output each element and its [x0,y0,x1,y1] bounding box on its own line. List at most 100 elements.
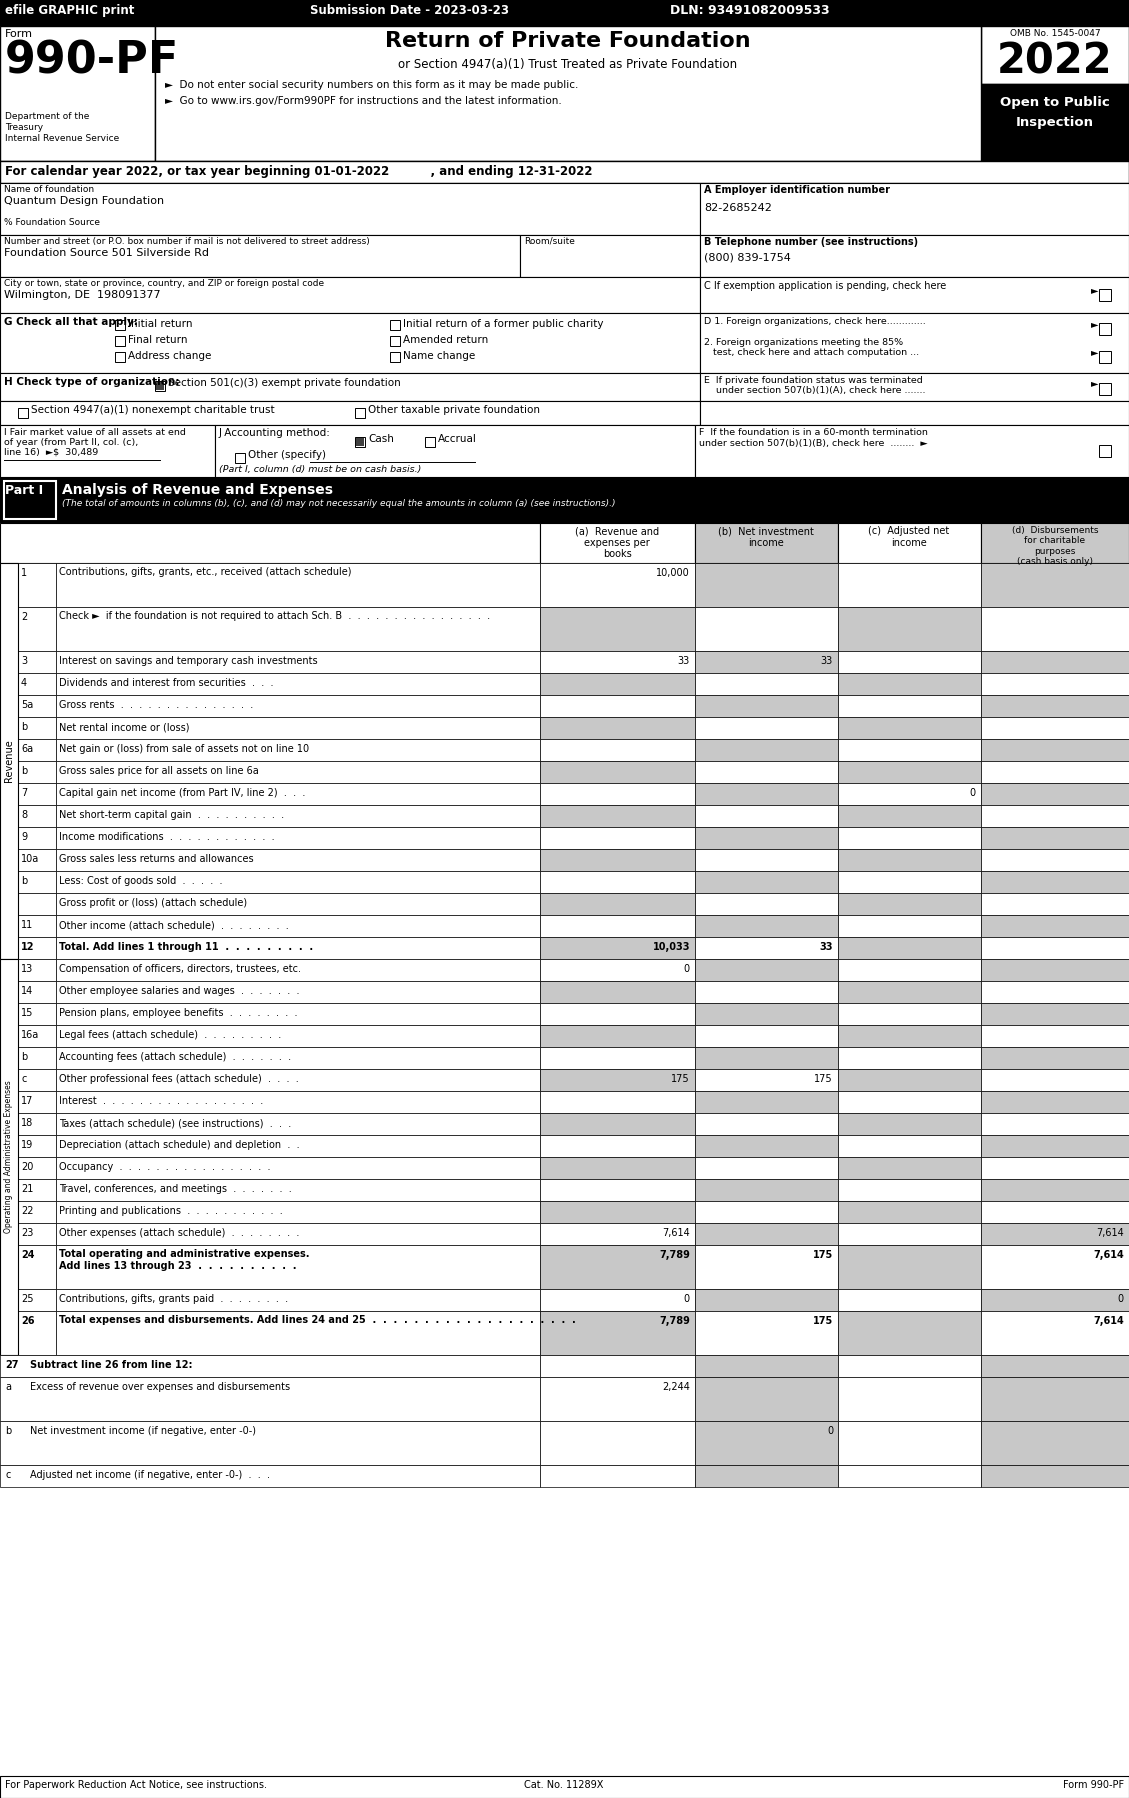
Bar [981,1420,1129,1465]
Bar [695,1046,838,1070]
Text: 27: 27 [5,1359,18,1370]
Text: Submission Date - 2023-03-23: Submission Date - 2023-03-23 [310,4,509,16]
Bar [540,672,695,696]
Bar [18,1070,56,1091]
Bar [838,827,981,849]
Text: Subtract line 26 from line 12:: Subtract line 26 from line 12: [30,1359,193,1370]
Bar [56,1289,540,1311]
Bar [18,672,56,696]
Bar [18,739,56,761]
Bar [540,915,695,937]
Bar [56,1179,540,1201]
Bar [695,1289,838,1311]
Bar [540,806,695,827]
Text: b: b [21,876,27,886]
Bar [981,1025,1129,1046]
Text: a: a [5,1383,11,1392]
Text: 175: 175 [814,1073,833,1084]
Bar [1099,351,1111,363]
Bar [981,1356,1129,1377]
Bar [56,696,540,717]
Bar [540,1420,695,1465]
Bar [838,982,981,1003]
Text: Address change: Address change [128,351,211,361]
Bar [18,1289,56,1311]
Bar [0,277,700,313]
Text: 33: 33 [821,656,833,665]
Text: Dividends and interest from securities  .  .  .: Dividends and interest from securities .… [59,678,273,689]
Text: (a)  Revenue and
expenses per
books: (a) Revenue and expenses per books [575,527,659,559]
Bar [838,1113,981,1135]
Bar [838,937,981,958]
Bar [695,523,838,563]
Bar [981,1135,1129,1156]
Text: b: b [5,1426,11,1437]
Text: b: b [21,723,27,732]
Text: Pension plans, employee benefits  .  .  .  .  .  .  .  .: Pension plans, employee benefits . . . .… [59,1009,298,1018]
Bar [838,523,981,563]
Text: 13: 13 [21,964,33,975]
Bar [695,1311,838,1356]
Bar [56,937,540,958]
Bar [0,236,520,277]
Text: 0: 0 [970,788,975,798]
Bar [18,1244,56,1289]
Text: 7,614: 7,614 [1096,1228,1124,1239]
Bar [838,1070,981,1091]
Bar [695,1091,838,1113]
Text: Gross sales price for all assets on line 6a: Gross sales price for all assets on line… [59,766,259,777]
Bar [56,894,540,915]
Bar [18,408,28,417]
Bar [115,352,125,361]
Bar [838,1156,981,1179]
Bar [695,849,838,870]
Text: Final return: Final return [128,334,187,345]
Bar [981,1156,1129,1179]
Text: F  If the foundation is in a 60-month termination: F If the foundation is in a 60-month ter… [699,428,928,437]
Text: Accrual: Accrual [438,433,476,444]
Bar [0,1420,540,1465]
Bar [540,523,695,563]
Text: A Employer identification number: A Employer identification number [704,185,890,194]
Text: 18: 18 [21,1118,33,1127]
Text: Printing and publications  .  .  .  .  .  .  .  .  .  .  .: Printing and publications . . . . . . . … [59,1206,282,1215]
Bar [540,1289,695,1311]
Text: Interest on savings and temporary cash investments: Interest on savings and temporary cash i… [59,656,317,665]
Bar [981,1465,1129,1487]
Bar [0,476,1129,523]
Bar [981,1377,1129,1420]
Bar [0,162,1129,183]
Bar [695,424,1129,476]
Text: 4: 4 [21,678,27,689]
Text: ►  Do not enter social security numbers on this form as it may be made public.: ► Do not enter social security numbers o… [165,79,578,90]
Bar [18,1179,56,1201]
Bar [695,739,838,761]
Bar [1099,324,1111,334]
Bar [838,870,981,894]
Bar [0,372,700,401]
Text: b: b [21,1052,27,1063]
Bar [540,937,695,958]
Bar [18,982,56,1003]
Text: Net short-term capital gain  .  .  .  .  .  .  .  .  .  .: Net short-term capital gain . . . . . . … [59,811,285,820]
Bar [18,1201,56,1223]
Bar [838,915,981,937]
Text: (The total of amounts in columns (b), (c), and (d) may not necessarily equal the: (The total of amounts in columns (b), (c… [62,500,615,509]
Text: Section 501(c)(3) exempt private foundation: Section 501(c)(3) exempt private foundat… [168,378,401,388]
Text: 2,244: 2,244 [662,1383,690,1392]
Bar [838,849,981,870]
Bar [56,849,540,870]
Text: (Part I, column (d) must be on cash basis.): (Part I, column (d) must be on cash basi… [219,466,421,475]
Text: 33: 33 [677,656,690,665]
Bar [981,1070,1129,1091]
Bar [695,608,838,651]
Text: Income modifications  .  .  .  .  .  .  .  .  .  .  .  .: Income modifications . . . . . . . . . .… [59,832,274,841]
Bar [695,651,838,672]
Text: Open to Public: Open to Public [1000,95,1110,110]
Text: of year (from Part II, col. (c),: of year (from Part II, col. (c), [5,439,138,448]
Text: 20: 20 [21,1162,34,1172]
Bar [540,1377,695,1420]
Text: 17: 17 [21,1097,34,1106]
Text: Total expenses and disbursements. Add lines 24 and 25  .  .  .  .  .  .  .  .  .: Total expenses and disbursements. Add li… [59,1314,576,1325]
Text: 26: 26 [21,1316,35,1325]
